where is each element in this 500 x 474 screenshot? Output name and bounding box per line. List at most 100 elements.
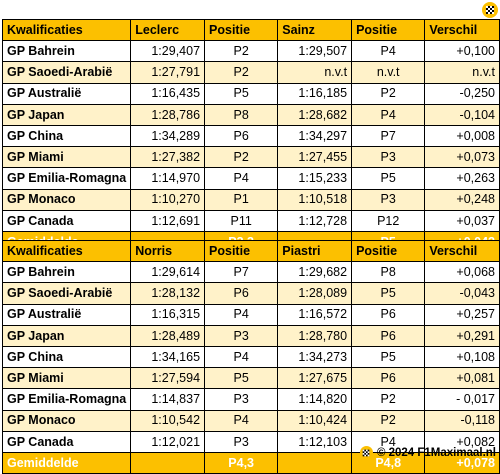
- table-cell: GP Emilia-Romagna: [1, 388, 132, 411]
- table-cell: GP Japan: [1, 103, 132, 126]
- mclaren-qualifying-table: Kwalificaties Norris Positie Piastri Positie…: [1, 239, 500, 474]
- table-row: GP Bahrein 1:29,407 P2 1:29,507 P4 +0,100: [1, 40, 500, 63]
- table-cell: P7: [351, 124, 426, 148]
- column-header: Positie: [204, 18, 279, 42]
- column-header: Positie: [351, 18, 426, 42]
- table-cell: +0,008: [424, 124, 500, 148]
- table-row: GP Australië 1:16,315 P4 1:16,572 P6 +0,257: [1, 303, 500, 326]
- table-row: GP Japan 1:28,489 P3 1:28,780 P6 +0,291: [1, 324, 500, 347]
- table-cell: P4: [204, 345, 279, 369]
- table-cell: P3: [204, 388, 279, 411]
- column-header: Positie: [204, 239, 279, 263]
- table-cell: P6: [351, 303, 426, 326]
- table-cell: +0,068: [424, 261, 500, 284]
- table-cell: 1:12,021: [130, 430, 206, 453]
- column-header: Kwalificaties: [1, 239, 132, 263]
- table-row: GP Saoedi-Arabië 1:27,791 P2 n.v.t n.v.t n.v.…: [1, 61, 500, 84]
- table-row: GP Saoedi-Arabië 1:28,132 P6 1:28,089 P5 -0,0…: [1, 282, 500, 305]
- table-cell: [277, 451, 353, 474]
- table-cell: +0,081: [424, 367, 500, 390]
- table-cell: P5: [351, 167, 426, 190]
- table-cell: Gemiddelde: [1, 451, 132, 474]
- table-cell: 1:28,489: [130, 324, 206, 347]
- table-cell: +0,073: [424, 146, 500, 169]
- table-cell: P8: [351, 261, 426, 284]
- table-cell: 1:12,691: [130, 209, 206, 232]
- table-cell: P4: [204, 167, 279, 190]
- table-cell: 1:15,233: [277, 167, 353, 190]
- table-cell: +0,291: [424, 324, 500, 347]
- table-cell: [130, 451, 206, 474]
- table-cell: P2: [204, 40, 279, 63]
- table-cell: P2: [351, 409, 426, 432]
- table-cell: 1:34,165: [130, 345, 206, 369]
- table-cell: 1:34,273: [277, 345, 353, 369]
- table-cell: +0,100: [424, 40, 500, 63]
- copyright-credit: © 2024 F1Maximaal.nl: [359, 446, 496, 459]
- table-cell: 1:28,786: [130, 103, 206, 126]
- table-cell: P2: [351, 82, 426, 105]
- table-row: GP Emilia-Romagna 1:14,837 P3 1:14,820 P2- 0…: [1, 388, 500, 411]
- table-cell: P3: [204, 430, 279, 453]
- table-cell: GP Australië: [1, 303, 132, 326]
- table-cell: - 0,017: [424, 388, 500, 411]
- column-header: Kwalificaties: [1, 18, 132, 42]
- table-cell: 1:12,103: [277, 430, 353, 453]
- table-cell: 1:16,315: [130, 303, 206, 326]
- header-row: Kwalificaties Leclerc Positie Sainz Positie V…: [1, 18, 500, 42]
- table-row: GP China 1:34,165 P4 1:34,273 P5 +0,108: [1, 345, 500, 369]
- column-header: Sainz: [277, 18, 353, 42]
- table-cell: 1:16,572: [277, 303, 353, 326]
- table-row: GP Miami 1:27,382 P2 1:27,455 P3 +0,073: [1, 146, 500, 169]
- table-cell: 1:27,455: [277, 146, 353, 169]
- table-row: GP Australië 1:16,435 P5 1:16,185 P2 -0,250: [1, 82, 500, 105]
- table-cell: 1:34,289: [130, 124, 206, 148]
- table-cell: GP Miami: [1, 367, 132, 390]
- table-cell: P4: [351, 40, 426, 63]
- column-header: Verschil: [424, 18, 500, 42]
- table-row: GP Bahrein 1:29,614 P7 1:29,682 P8 +0,068: [1, 261, 500, 284]
- table-cell: 1:29,614: [130, 261, 206, 284]
- table-cell: P6: [351, 324, 426, 347]
- table-cell: 1:14,970: [130, 167, 206, 190]
- table-cell: +0,257: [424, 303, 500, 326]
- table-cell: P3: [351, 188, 426, 211]
- table-cell: 1:14,820: [277, 388, 353, 411]
- table-cell: GP Canada: [1, 209, 132, 232]
- table-cell: P4: [351, 103, 426, 126]
- table-cell: -0,250: [424, 82, 500, 105]
- table-cell: 1:14,837: [130, 388, 206, 411]
- table-cell: 1:29,682: [277, 261, 353, 284]
- f1maximaal-flag-icon: [482, 2, 498, 18]
- ferrari-qualifying-table: Kwalificaties Leclerc Positie Sainz Positie V…: [1, 18, 500, 254]
- table-cell: P7: [204, 261, 279, 284]
- table-cell: n.v.t: [424, 61, 500, 84]
- table-cell: -0,104: [424, 103, 500, 126]
- table-row: GP Canada 1:12,021 P3 1:12,103 P4 +0,082: [1, 430, 500, 453]
- table-cell: P11: [204, 209, 279, 232]
- table-cell: 1:27,382: [130, 146, 206, 169]
- table-cell: +0,248: [424, 188, 500, 211]
- table-row: GP Japan 1:28,786 P8 1:28,682 P4 -0,104: [1, 103, 500, 126]
- table-cell: GP Saoedi-Arabië: [1, 282, 132, 305]
- table-cell: GP China: [1, 124, 132, 148]
- f1maximaal-flag-icon: [359, 446, 373, 459]
- table-cell: P4: [204, 303, 279, 326]
- table-row: GP Miami 1:27,594 P5 1:27,675 P6 +0,081: [1, 367, 500, 390]
- table-cell: +0,263: [424, 167, 500, 190]
- table-cell: GP Australië: [1, 82, 132, 105]
- table-cell: -0,118: [424, 409, 500, 432]
- table-cell: P6: [204, 124, 279, 148]
- column-header: Positie: [351, 239, 426, 263]
- table-cell: P1: [204, 188, 279, 211]
- table-row: GP Monaco 1:10,270 P1 1:10,518 P3 +0,248: [1, 188, 500, 211]
- table-cell: 1:27,594: [130, 367, 206, 390]
- table-cell: +0,082: [424, 430, 500, 453]
- table-cell: 1:10,518: [277, 188, 353, 211]
- table-cell: GP Saoedi-Arabië: [1, 61, 132, 84]
- table-cell: P4: [204, 409, 279, 432]
- table-row: GP Canada 1:12,691 P11 1:12,728 P12 +0,037: [1, 209, 500, 232]
- table-cell: 1:28,780: [277, 324, 353, 347]
- table-cell: 1:27,791: [130, 61, 206, 84]
- table-cell: GP Emilia-Romagna: [1, 167, 132, 190]
